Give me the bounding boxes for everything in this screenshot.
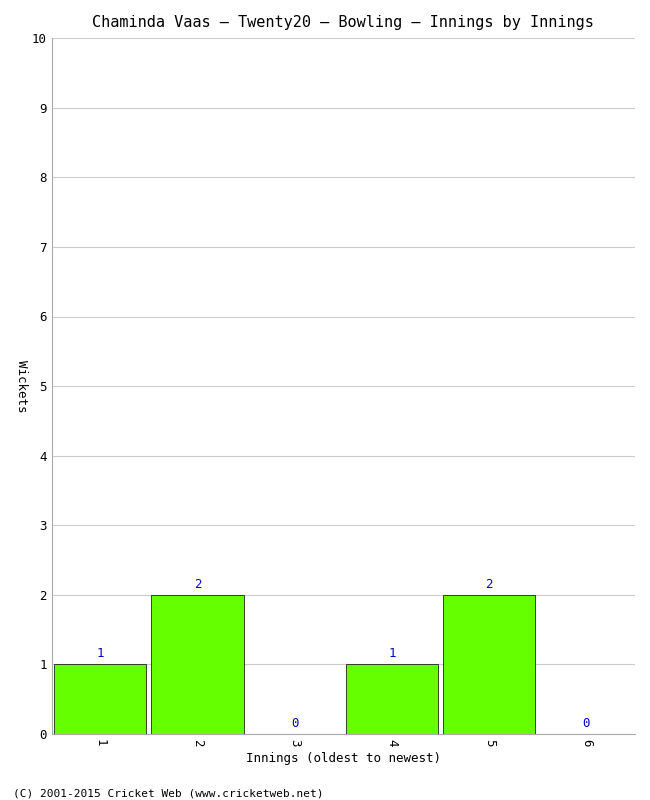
Bar (54, 665, 146, 734)
Text: 0: 0 (291, 717, 298, 730)
Title: Chaminda Vaas – Twenty20 – Bowling – Innings by Innings: Chaminda Vaas – Twenty20 – Bowling – Inn… (92, 15, 594, 30)
Text: 2: 2 (194, 578, 201, 590)
Bar (151, 595, 244, 734)
Bar (346, 665, 438, 734)
Text: (C) 2001-2015 Cricket Web (www.cricketweb.net): (C) 2001-2015 Cricket Web (www.cricketwe… (13, 788, 324, 798)
Text: 0: 0 (582, 717, 590, 730)
Bar (443, 595, 536, 734)
Text: 1: 1 (388, 647, 396, 660)
X-axis label: Innings (oldest to newest): Innings (oldest to newest) (246, 752, 441, 765)
Y-axis label: Wickets: Wickets (15, 360, 28, 412)
Text: 1: 1 (96, 647, 104, 660)
Text: 2: 2 (486, 578, 493, 590)
